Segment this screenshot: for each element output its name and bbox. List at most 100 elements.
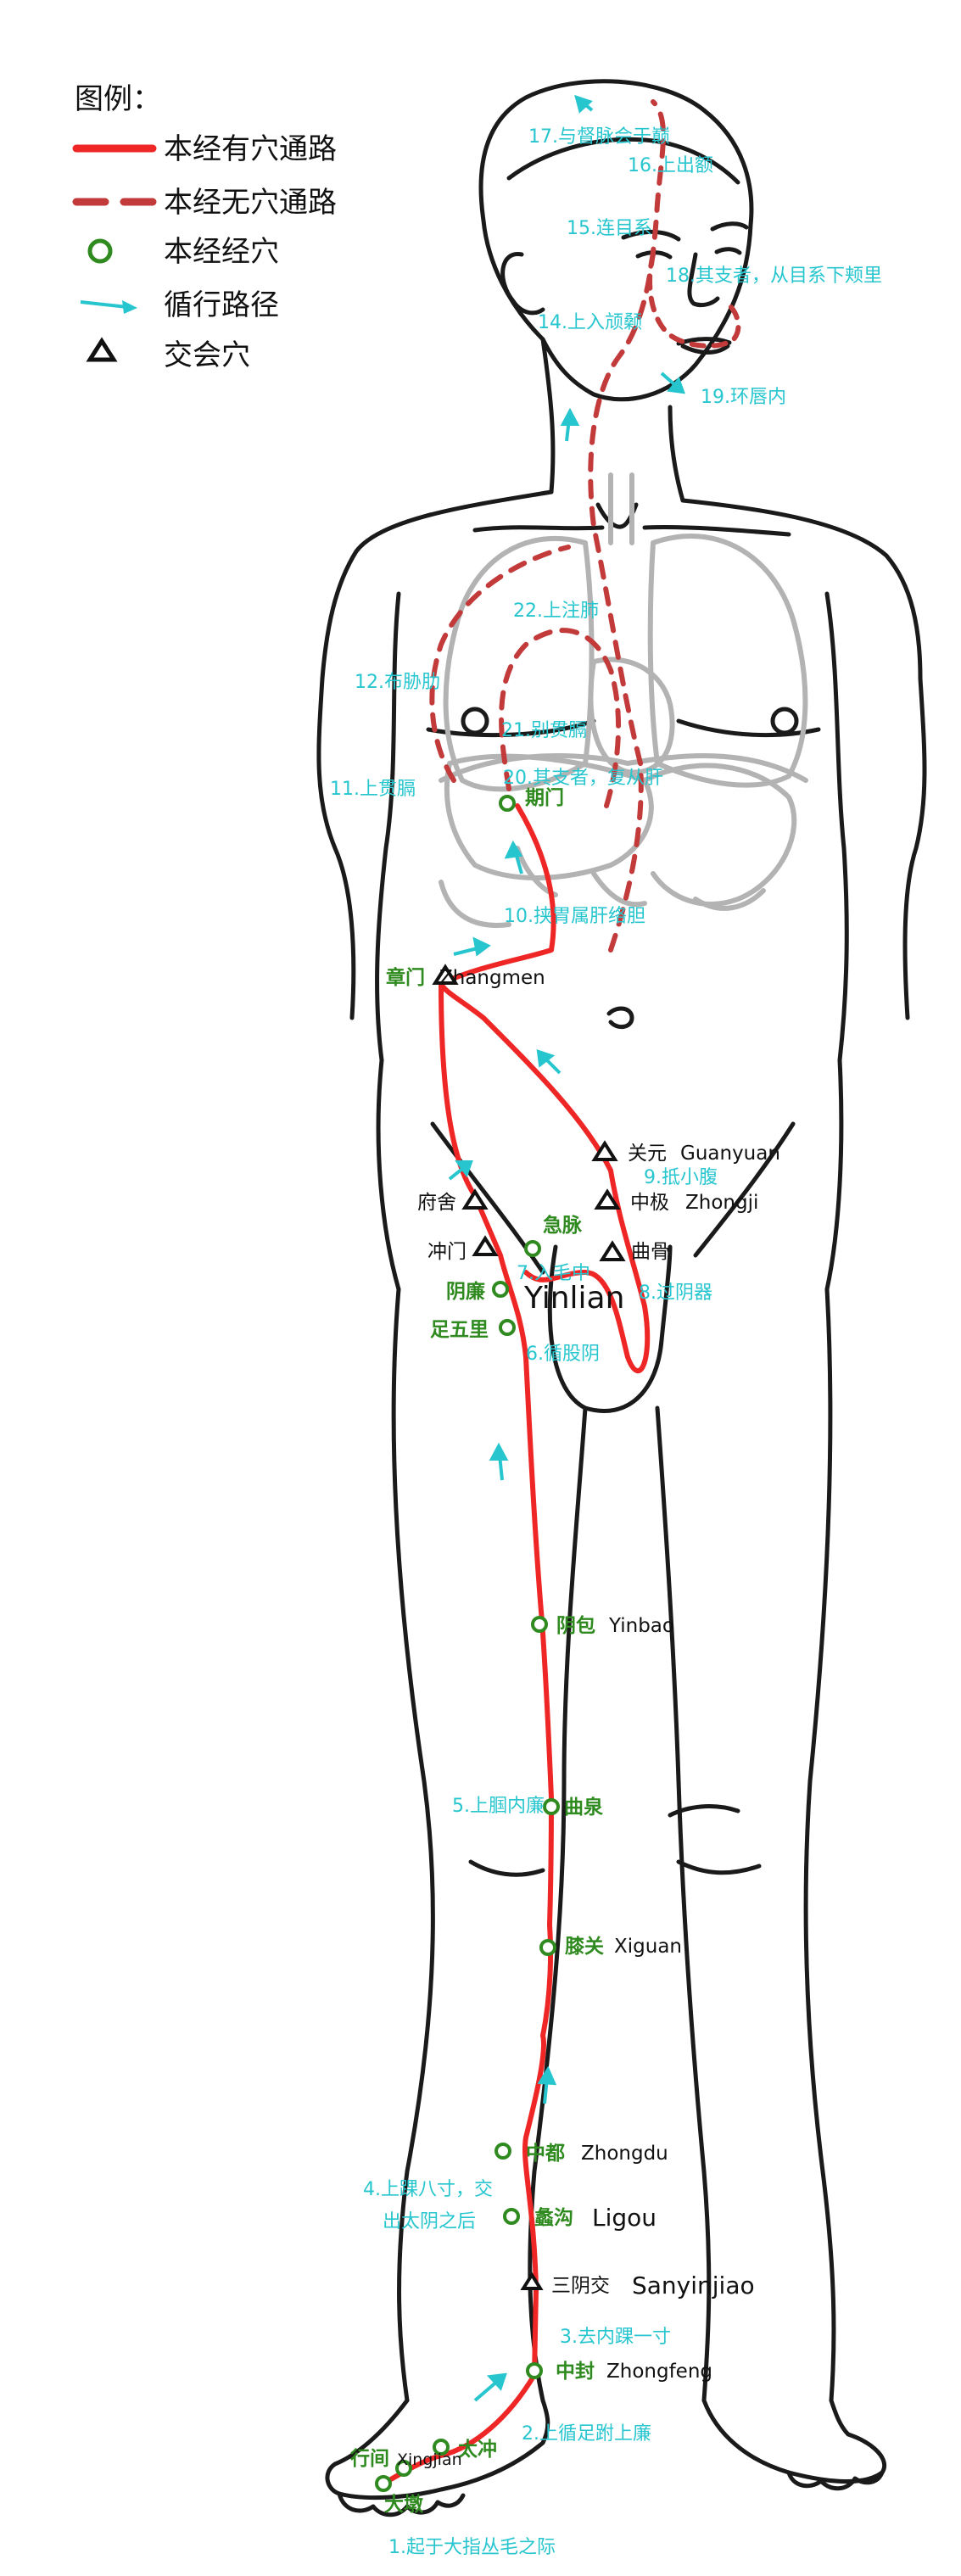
label-ligou-cn: 蠡沟 — [534, 2206, 573, 2229]
intersection-points — [432, 964, 626, 2290]
left-torso — [375, 591, 401, 1063]
intersection-qugu — [599, 1240, 626, 1261]
flow-arrow-icon — [453, 936, 491, 957]
step-4b: 出太阴之后 — [383, 2211, 476, 2232]
flow-arrow-icon — [574, 94, 594, 114]
legend-label-flow: 循行路径 — [164, 288, 279, 322]
right-nipple — [770, 707, 799, 735]
label-sanyinjiao-en: Sanyinjiao — [632, 2271, 755, 2299]
flow-arrows — [448, 94, 685, 2402]
acupoint-jimai — [524, 1240, 541, 1257]
ear — [500, 252, 545, 316]
cyan-arrow-icon — [80, 300, 137, 314]
label-ligou-en: Ligou — [592, 2204, 656, 2232]
left-shoulder — [320, 489, 554, 681]
dashed-face-path — [647, 252, 741, 349]
label-taichong: 太冲 — [458, 2439, 497, 2461]
step-8: 8.过阴器 — [639, 1282, 712, 1304]
legend-label-solid: 本经有穴通路 — [164, 132, 337, 166]
left-foot — [325, 2398, 550, 2501]
right-leg-outer — [803, 1287, 836, 2403]
label-zhongfeng-en: Zhongfeng — [606, 2361, 712, 2383]
step-4a: 4.上踝八寸，交 — [363, 2179, 493, 2200]
legend-label-dashed: 本经无穴通路 — [164, 186, 337, 220]
step-21: 21.别贯膈 — [501, 720, 587, 741]
right-inguinal — [693, 1121, 796, 1258]
step-2: 2.上循足跗上廉 — [522, 2423, 651, 2445]
label-qimen: 期门 — [525, 786, 564, 809]
step-14: 14.上入颃颡 — [538, 312, 642, 333]
right-lung — [647, 534, 808, 788]
label-xingjian-cn: 行间 — [349, 2447, 389, 2470]
label-yinlian-en: Yinlian — [523, 1281, 624, 1316]
step-12: 12.布胁肋 — [355, 672, 440, 693]
clavicle-right — [642, 525, 791, 537]
genital-loop-path — [523, 1168, 651, 1373]
label-zhongdu-cn: 中都 — [526, 2143, 565, 2165]
label-chongmen: 冲门 — [427, 1241, 467, 1263]
label-sanyinjiao-cn: 三阴交 — [551, 2275, 610, 2297]
label-xiguan-en: Xiguan — [614, 1936, 682, 1958]
liver — [444, 753, 654, 880]
acupoint-ligou — [503, 2208, 520, 2225]
neck-left — [540, 337, 556, 495]
step-10: 10.挟胃属肝络胆 — [504, 906, 645, 927]
flow-arrow-icon — [536, 1049, 562, 1075]
green-circle-icon — [87, 238, 113, 264]
trachea — [608, 472, 634, 545]
left-hip — [376, 1058, 401, 1292]
acupoint-taichong — [433, 2439, 450, 2456]
flow-arrow-icon — [473, 2372, 507, 2402]
solid-abdomen-path — [439, 981, 613, 1173]
label-xiguan-cn: 膝关 — [565, 1935, 604, 1958]
legend-label-acupoint: 本经经穴 — [164, 235, 279, 269]
triangle-icon — [86, 337, 118, 362]
genital-outline — [547, 1244, 673, 1413]
right-arm-outer — [902, 676, 927, 1020]
right-torso — [824, 591, 849, 1063]
label-xingjian-en: Xingjian — [397, 2450, 462, 2469]
intestines — [439, 871, 766, 928]
left-knee — [468, 1859, 545, 1877]
step-9: 9.抵小腹 — [644, 1167, 718, 1188]
intersection-zhangmen — [432, 964, 459, 985]
acupoint-ququan — [543, 1798, 560, 1815]
navel — [606, 1006, 634, 1030]
right-hip — [824, 1058, 844, 1292]
right-toes — [786, 2470, 885, 2491]
label-yinbao-en: Yinbao — [608, 1615, 674, 1637]
acupoint-yinbao — [531, 1616, 548, 1633]
heart — [588, 657, 675, 775]
right-knee — [668, 1804, 762, 1875]
hairline — [506, 137, 740, 185]
acupoint-zhongfeng — [526, 2362, 543, 2379]
label-fushe: 府舍 — [417, 1192, 456, 1214]
flow-arrow-icon — [660, 372, 685, 394]
left-lung — [443, 535, 595, 792]
right-leg-inner — [655, 1405, 712, 2403]
head-outline — [478, 79, 754, 402]
right-eyebrow — [710, 221, 749, 232]
label-guanyuan-cn: 关元 — [628, 1143, 667, 1165]
label-zhangmen-en: Zhangmen — [439, 967, 545, 989]
flow-arrow-icon — [504, 840, 523, 874]
right-foot — [701, 2398, 886, 2484]
step-labels: 17.与督脉会于巅 16.上出额 15.连目系 18.其支者，从目系下颊里 14… — [330, 126, 882, 2558]
neck-right — [668, 405, 685, 503]
step-5: 5.上腘内廉 — [452, 1796, 545, 1817]
step-22: 22.上注肺 — [513, 601, 599, 622]
label-guanyuan-en: Guanyuan — [680, 1143, 780, 1165]
acupoint-dadun — [375, 2475, 392, 2492]
flow-arrow-icon — [560, 407, 580, 442]
label-zhongfeng-cn: 中封 — [556, 2361, 595, 2383]
legend: 图例： 本经有穴通路 本经无穴通路 本经经穴 循行路径 交会穴 — [72, 82, 337, 372]
dashed-rib-path — [429, 545, 571, 783]
label-zuwuli: 足五里 — [430, 1319, 489, 1341]
intersection-guanyuan — [591, 1140, 618, 1161]
nose — [687, 252, 720, 308]
label-zhongji-cn: 中极 — [630, 1192, 669, 1214]
step-11: 11.上贯膈 — [330, 779, 416, 800]
label-jimai: 急脉 — [543, 1214, 583, 1237]
flow-arrow-icon — [537, 2065, 557, 2104]
